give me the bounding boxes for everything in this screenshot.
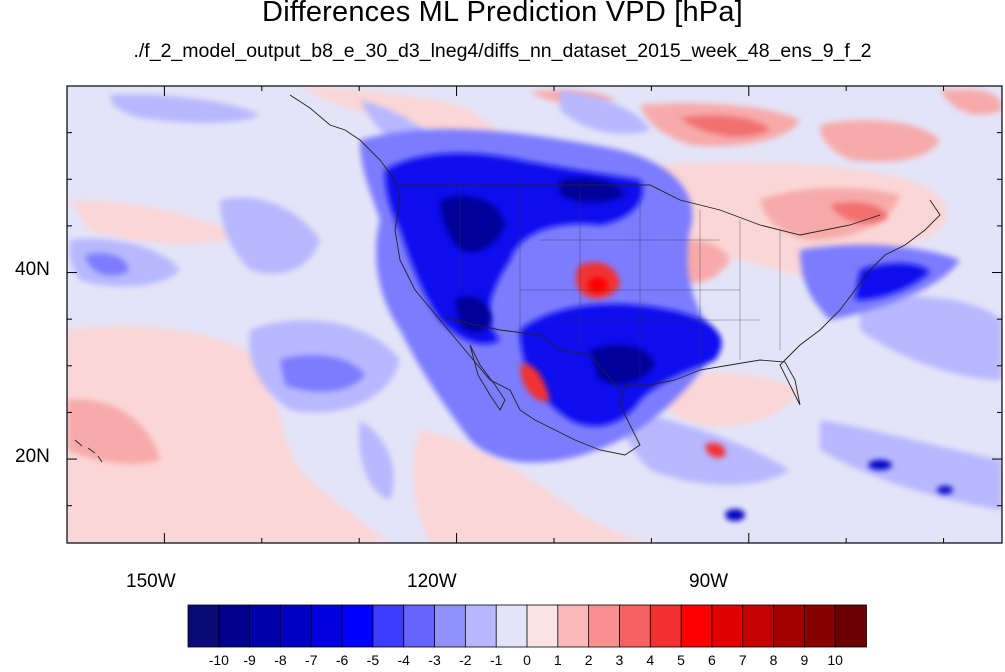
x-tick-label-120w: 120W: [407, 571, 457, 592]
field-pos1-mid-pacific: [70, 200, 240, 245]
colorbar-swatch: [187, 604, 220, 648]
field-neg2-carib-east: [820, 420, 1002, 510]
colorbar-label: 3: [615, 652, 624, 668]
colorbar-swatch: [341, 604, 374, 648]
field-neg4-hawaii-west: [85, 253, 129, 276]
x-tick-label-90w: 90W: [689, 571, 729, 592]
field-neg9-california: [455, 296, 492, 332]
colorbar-label: -1: [489, 652, 503, 668]
state-border-lines: [459, 185, 781, 380]
field-pos2-southwest-pacific: [67, 399, 160, 465]
colorbar-swatch: [803, 604, 837, 648]
colorbar-label: -4: [397, 652, 410, 668]
colorbar-label: 5: [677, 652, 685, 668]
chart-subtitle: ./f_2_model_output_b8_e_30_d3_lneg4/diff…: [133, 40, 872, 62]
field-pos2-north-atlantic: [940, 89, 1002, 115]
colorbar-swatch: [619, 604, 652, 648]
colorbar-swatch: [773, 604, 806, 648]
colorbar-label: 0: [523, 652, 531, 668]
coastline-north-america: [394, 179, 941, 456]
border-us-mexico: [444, 317, 621, 391]
colorbar-swatch: [403, 604, 436, 648]
field-neg2-atlantic: [860, 296, 1002, 380]
field-neg2-north-pacific: [110, 94, 260, 123]
colorbar-label: -10: [208, 652, 229, 668]
colorbar-swatch: [218, 604, 251, 648]
field-neg6-carib-1: [868, 460, 892, 470]
colorbar-label: 10: [827, 652, 843, 668]
colorbar-label: 1: [553, 652, 562, 668]
field-neg2-central-pacific: [220, 197, 320, 274]
map-frame: [66, 85, 1003, 544]
chart-title: Differences ML Prediction VPD [hPa]: [262, 0, 743, 28]
field-neg4-pacific-blob: [280, 355, 365, 392]
colorbar-swatch: [680, 604, 713, 648]
colorbar-swatch: [526, 604, 559, 648]
colorbar-label: -7: [305, 652, 318, 668]
coastline-alaska: [289, 94, 396, 181]
colorbar-label: -6: [335, 652, 349, 668]
colorbar-swatch: [372, 604, 405, 648]
colorbar-label: -8: [274, 652, 287, 668]
field-neg2-labrador: [560, 90, 650, 134]
colorbar-label: -2: [459, 652, 472, 668]
state-borders: [459, 185, 781, 380]
colorbar-label: 6: [708, 652, 716, 668]
colorbar-swatch: [649, 604, 682, 648]
colorbar-label: 7: [738, 652, 747, 668]
colorbar-swatch: [464, 604, 498, 648]
border-us-canada: [400, 184, 881, 236]
colorbar-swatch: [742, 604, 775, 648]
field-pos2-great-lakes: [760, 188, 900, 240]
field-neg6-carib-3: [937, 486, 953, 494]
colorbar-swatch: [434, 604, 467, 648]
x-tick-label-150w: 150W: [126, 571, 176, 592]
colorbar-swatch: [834, 604, 867, 648]
colorbar-label: -9: [243, 652, 256, 668]
coastlines: [74, 94, 941, 463]
colorbar-swatch: [588, 604, 621, 648]
field-neg9-pacific-northwest: [440, 196, 505, 253]
colorbar-swatch: [249, 604, 282, 648]
colorbar-label: -3: [428, 652, 441, 668]
y-tick-label-40n: 40N: [15, 259, 50, 280]
field-pos1-southwest-pacific: [67, 326, 390, 543]
field-pos7-colorado-core: [588, 277, 608, 293]
colorbar-swatch: [310, 604, 343, 648]
colorbar-swatch: [711, 604, 744, 648]
colorbar-label: -5: [366, 652, 380, 668]
coastline-baja: [469, 344, 506, 411]
colorbar-label: 2: [584, 652, 593, 668]
colorbar: [187, 604, 867, 648]
colorbar-label: 9: [800, 652, 809, 668]
field-neg6-carib-2: [725, 509, 745, 521]
colorbar-swatch: [557, 604, 590, 648]
field-pos5-mexico: [520, 364, 550, 402]
vpd-field: [67, 86, 1002, 543]
field-pos1-east-pacific: [413, 430, 660, 543]
field-pos4-hudson: [680, 115, 770, 137]
coastline-hawaii: [74, 439, 103, 463]
field-pos5-central-america: [705, 443, 726, 458]
field-neg9-northern-plains: [560, 178, 625, 203]
field-pos4-great-lakes: [830, 202, 888, 224]
field-neg2-ocean-lower: [359, 420, 394, 500]
y-tick-label-20n: 20N: [15, 446, 50, 467]
field-neg2-gulf: [620, 410, 790, 485]
field-pos2-canada-east: [820, 120, 940, 162]
axis-ticks: [66, 85, 1002, 543]
colorbar-swatch: [280, 604, 313, 648]
colorbar-label: 8: [769, 652, 778, 668]
field-neg6-atlantic-coast: [855, 263, 930, 300]
colorbar-label: 4: [646, 652, 655, 668]
colorbar-swatch: [495, 604, 528, 648]
